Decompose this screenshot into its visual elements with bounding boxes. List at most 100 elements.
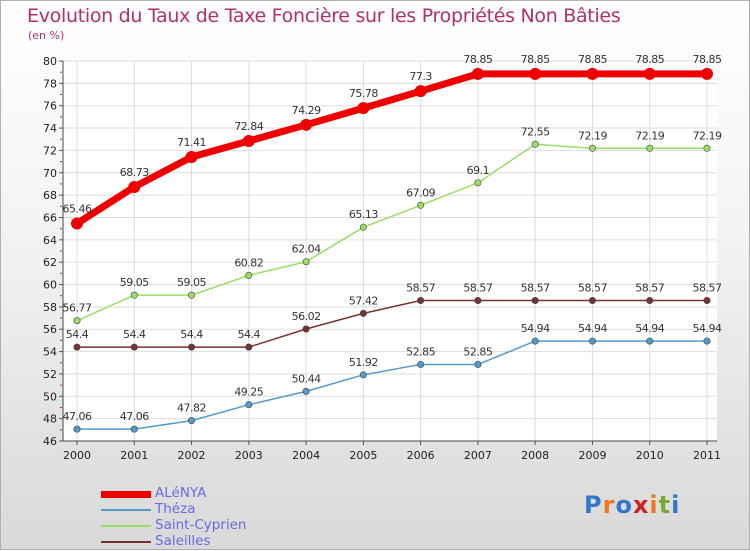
data-label: 68.73 <box>120 166 149 179</box>
y-tick-label: 52 <box>43 368 57 381</box>
data-label: 72.84 <box>234 120 263 133</box>
data-label: 58.57 <box>578 282 607 295</box>
series-line-3 <box>77 299 707 348</box>
data-label: 72.19 <box>635 129 664 142</box>
data-label: 57.42 <box>349 294 378 307</box>
data-point <box>414 85 427 98</box>
x-tick-label: 2007 <box>464 449 492 462</box>
x-tick-label: 2000 <box>63 449 91 462</box>
data-point <box>359 371 367 379</box>
data-point <box>245 343 253 351</box>
data-point <box>71 217 83 230</box>
data-label: 77.3 <box>409 70 432 83</box>
data-point <box>588 297 596 305</box>
data-point <box>130 343 138 351</box>
x-tick-label: 2008 <box>521 449 549 462</box>
data-point <box>128 180 141 193</box>
data-label: 78.85 <box>693 53 722 66</box>
x-tick-label: 2011 <box>693 449 721 462</box>
data-label: 58.57 <box>693 282 722 295</box>
data-label: 49.25 <box>234 386 263 399</box>
data-point <box>531 297 539 305</box>
legend-label: Saleilles <box>155 533 211 549</box>
logo-letter: t <box>658 491 672 519</box>
data-label: 78.85 <box>635 53 664 66</box>
data-point <box>701 67 713 80</box>
data-point <box>529 67 542 80</box>
y-tick-label: 70 <box>43 167 57 180</box>
data-point <box>185 151 198 164</box>
data-label: 54.4 <box>66 328 89 341</box>
data-label: 72.19 <box>693 129 722 142</box>
x-tick-label: 2005 <box>349 449 377 462</box>
data-label: 51.92 <box>349 356 378 369</box>
data-point <box>300 118 313 131</box>
series-line-1 <box>77 340 707 430</box>
data-label: 56.77 <box>63 302 92 315</box>
chart-subtitle: (en %) <box>28 29 65 42</box>
y-tick-label: 68 <box>43 189 57 202</box>
data-point <box>531 140 539 148</box>
data-label: 62.04 <box>292 243 321 256</box>
data-point <box>188 417 196 425</box>
data-point <box>417 360 425 368</box>
legend-label: Théza <box>155 501 196 517</box>
data-label: 74.29 <box>292 104 321 117</box>
data-point <box>130 425 138 433</box>
logo-letter: i <box>671 491 681 519</box>
logo-letter: x <box>632 491 650 519</box>
data-point <box>586 67 599 80</box>
y-tick-label: 46 <box>43 435 57 448</box>
logo-letter: o <box>615 491 633 519</box>
data-label: 78.85 <box>463 53 492 66</box>
legend-label: Saint-Cyprien <box>155 517 247 533</box>
y-tick-label: 48 <box>43 413 57 426</box>
data-label: 72.19 <box>578 129 607 142</box>
data-label: 65.46 <box>63 203 92 216</box>
y-tick-label: 54 <box>43 346 57 359</box>
data-point <box>73 317 81 325</box>
y-tick-label: 64 <box>43 234 57 247</box>
data-point <box>73 343 81 351</box>
data-label: 59.05 <box>177 276 206 289</box>
data-point <box>188 291 196 299</box>
y-tick-label: 74 <box>43 122 57 135</box>
y-tick-label: 80 <box>43 55 57 68</box>
data-point <box>417 201 425 209</box>
proxiti-logo: Proxiti <box>584 491 680 519</box>
data-point <box>646 144 654 152</box>
data-label: 59.05 <box>120 276 149 289</box>
y-tick-label: 78 <box>43 77 57 90</box>
legend-swatch <box>101 541 151 543</box>
x-tick-label: 2010 <box>636 449 664 462</box>
data-label: 56.02 <box>292 310 321 323</box>
data-label: 54.4 <box>123 328 146 341</box>
data-label: 72.55 <box>521 125 550 138</box>
data-label: 54.94 <box>635 322 664 335</box>
y-tick-label: 60 <box>43 279 57 292</box>
data-point <box>588 144 596 152</box>
data-label: 58.57 <box>635 282 664 295</box>
logo-letter: P <box>584 491 603 519</box>
x-tick-label: 2009 <box>578 449 606 462</box>
data-label: 78.85 <box>521 53 550 66</box>
data-label: 60.82 <box>234 256 263 269</box>
x-tick-label: 2002 <box>178 449 206 462</box>
data-point <box>242 135 255 148</box>
data-label: 54.94 <box>521 322 550 335</box>
data-point <box>245 271 253 279</box>
data-point <box>474 297 482 305</box>
x-tick-label: 2004 <box>292 449 320 462</box>
series-line-0 <box>75 70 707 227</box>
y-tick-label: 50 <box>43 390 57 403</box>
data-point <box>703 144 711 152</box>
data-label: 54.94 <box>693 322 722 335</box>
data-label: 65.13 <box>349 208 378 221</box>
data-point <box>417 297 425 305</box>
data-label: 75.78 <box>349 87 378 100</box>
data-point <box>474 179 482 187</box>
y-tick-label: 62 <box>43 256 57 269</box>
x-tick-label: 2006 <box>407 449 435 462</box>
